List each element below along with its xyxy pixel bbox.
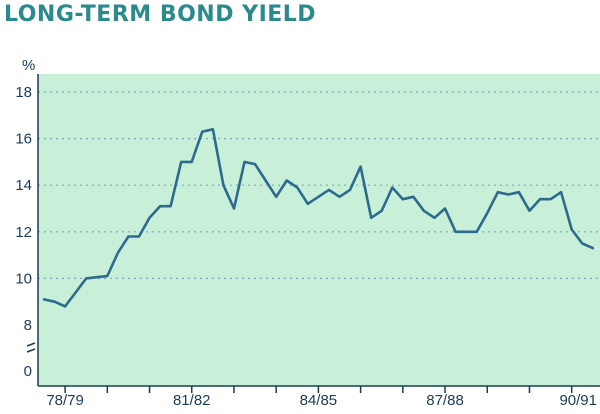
x-tick-label-87-88: 87/88 [426,392,464,409]
yield-series-line [42,128,595,308]
chart-title: LONG-TERM BOND YIELD [4,2,317,27]
y-tick-label-12: 12 [15,224,32,241]
plot-background [38,74,600,386]
x-tick-label-81-82: 81/82 [173,392,211,409]
x-tick-marks [64,386,573,393]
y-tick-label-16: 16 [15,131,32,148]
x-tick-label-90-91: 90/91 [559,392,597,409]
y-tick-label-14: 14 [15,177,32,194]
y-tick-label-18: 18 [15,84,32,101]
x-tick-labels: 78/79 81/82 84/85 87/88 90/91 [46,392,597,409]
y-axis-unit-label: % [22,57,35,74]
x-tick-label-84-85: 84/85 [300,392,338,409]
y-tick-label-zero: 0 [24,363,32,380]
gridlines [38,91,600,279]
x-tick-label-78-79: 78/79 [46,392,84,409]
y-tick-label-10: 10 [15,270,32,287]
y-tick-labels: 8 10 12 14 16 18 0 [15,84,32,380]
axis-break-mark [26,342,36,353]
y-tick-label-8: 8 [24,317,32,334]
